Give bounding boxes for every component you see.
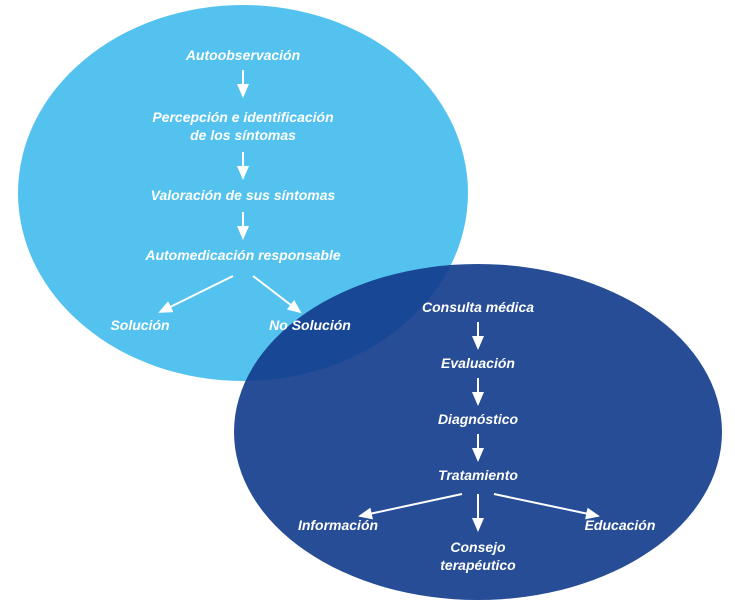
node-dark-eval: Evaluación [441,355,515,371]
node-dark-consulta: Consulta médica [422,299,534,315]
node-light-autoobs: Autoobservación [185,47,300,63]
node-dark-info: Información [298,517,378,533]
node-light-automed: Automedicación responsable [144,247,340,263]
node-dark-edu: Educación [585,517,656,533]
node-light-solucion: Solución [110,317,169,333]
node-light-valor: Valoración de sus síntomas [151,187,336,203]
node-dark-trat: Tratamiento [438,467,518,483]
node-dark-diag: Diagnóstico [438,411,519,427]
diagram-canvas: AutoobservaciónPercepción e identificaci… [0,0,735,611]
node-light-nosol: No Solución [269,317,351,333]
